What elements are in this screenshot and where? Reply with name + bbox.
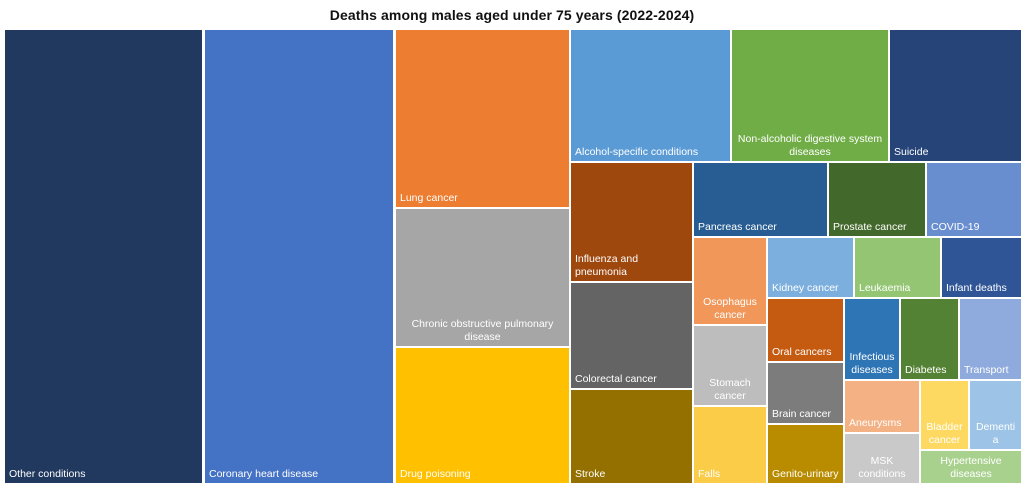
treemap-tile-drug-poisoning: Drug poisoning	[396, 348, 569, 483]
treemap-tile-label-copd: Chronic obstructive pulmonary disease	[411, 318, 554, 343]
treemap-tile-bladder-cancer: Bladder cancer	[921, 381, 968, 449]
treemap-tile-non-alcoholic-digestive: Non-alcoholic digestive system diseases	[732, 30, 888, 161]
treemap-tile-label-msk-conditions: MSK conditions	[858, 455, 906, 480]
treemap-tile-stomach-cancer: Stomach cancer	[694, 326, 766, 405]
treemap-tile-falls: Falls	[694, 407, 766, 483]
treemap-tile-label-stomach-cancer: Stomach cancer	[709, 377, 751, 402]
treemap-tile-copd: Chronic obstructive pulmonary disease	[396, 209, 569, 346]
treemap-tile-label-diabetes: Diabetes	[905, 363, 947, 376]
treemap-tile-label-alcohol-specific-conditions: Alcohol-specific conditions	[575, 145, 699, 158]
treemap-tile-transport: Transport	[960, 299, 1021, 379]
treemap-tile-label-kidney-cancer: Kidney cancer	[772, 281, 839, 294]
treemap-tile-colorectal-cancer: Colorectal cancer	[571, 283, 692, 388]
treemap-tile-label-colorectal-cancer: Colorectal cancer	[575, 372, 657, 385]
treemap-tile-aneurysms: Aneurysms	[845, 381, 919, 432]
treemap-tile-label-brain-cancer: Brain cancer	[772, 407, 831, 420]
treemap-tile-label-covid-19: COVID-19	[931, 220, 980, 233]
treemap-tile-genito-urinary: Genito-urinary	[768, 425, 843, 483]
treemap-tile-covid-19: COVID-19	[927, 163, 1021, 236]
treemap-tile-label-genito-urinary: Genito-urinary	[772, 467, 839, 480]
treemap-tile-label-hypertensive-diseases: Hypertensive diseases	[940, 455, 1002, 480]
treemap-tile-label-pancreas-cancer: Pancreas cancer	[698, 220, 777, 233]
treemap-tile-influenza-and-pneumonia: Influenza and pneumonia	[571, 163, 692, 281]
chart-title: Deaths among males aged under 75 years (…	[329, 7, 695, 23]
treemap-tile-label-dementia: Dementia	[975, 421, 1016, 446]
treemap-tile-brain-cancer: Brain cancer	[768, 363, 843, 423]
treemap-tile-label-osophagus-cancer: Osophagus cancer	[703, 296, 757, 321]
treemap-tile-label-oral-cancers: Oral cancers	[772, 345, 832, 358]
treemap-tile-label-lung-cancer: Lung cancer	[400, 191, 458, 204]
treemap-tile-leukaemia: Leukaemia	[855, 238, 940, 297]
treemap-tile-pancreas-cancer: Pancreas cancer	[694, 163, 827, 236]
treemap-tile-label-influenza-and-pneumonia: Influenza and pneumonia	[575, 253, 639, 278]
treemap-tile-suicide: Suicide	[890, 30, 1021, 161]
treemap-tile-label-leukaemia: Leukaemia	[859, 281, 911, 294]
treemap-tile-label-prostate-cancer: Prostate cancer	[833, 220, 907, 233]
treemap-tile-osophagus-cancer: Osophagus cancer	[694, 238, 766, 324]
treemap-tile-dementia: Dementia	[970, 381, 1021, 449]
treemap-tile-hypertensive-diseases: Hypertensive diseases	[921, 451, 1021, 483]
treemap-tile-label-infectious-diseases: Infectious diseases	[849, 351, 895, 376]
treemap-tile-stroke: Stroke	[571, 390, 692, 483]
treemap-tile-label-bladder-cancer: Bladder cancer	[926, 421, 963, 446]
treemap-tile-oral-cancers: Oral cancers	[768, 299, 843, 361]
treemap-tile-other-conditions: Other conditions	[5, 30, 202, 483]
treemap-tile-label-other-conditions: Other conditions	[9, 467, 86, 480]
treemap-tile-alcohol-specific-conditions: Alcohol-specific conditions	[571, 30, 730, 161]
treemap-tile-label-drug-poisoning: Drug poisoning	[400, 467, 471, 480]
treemap-tile-label-suicide: Suicide	[894, 145, 929, 158]
treemap-tile-infectious-diseases: Infectious diseases	[845, 299, 899, 379]
treemap-tile-label-falls: Falls	[698, 467, 721, 480]
treemap-tile-label-coronary-heart-disease: Coronary heart disease	[209, 467, 319, 480]
treemap-tile-coronary-heart-disease: Coronary heart disease	[205, 30, 393, 483]
treemap-tile-kidney-cancer: Kidney cancer	[768, 238, 853, 297]
treemap-tile-infant-deaths: Infant deaths	[942, 238, 1021, 297]
treemap-tile-lung-cancer: Lung cancer	[396, 30, 569, 207]
treemap-tile-prostate-cancer: Prostate cancer	[829, 163, 925, 236]
treemap-tile-label-non-alcoholic-digestive: Non-alcoholic digestive system diseases	[737, 133, 883, 158]
treemap-tile-diabetes: Diabetes	[901, 299, 958, 379]
treemap-tile-label-infant-deaths: Infant deaths	[946, 281, 1007, 294]
treemap-tile-msk-conditions: MSK conditions	[845, 434, 919, 483]
treemap-tile-label-aneurysms: Aneurysms	[849, 416, 902, 429]
treemap-tile-label-stroke: Stroke	[575, 467, 606, 480]
treemap-tile-label-transport: Transport	[964, 363, 1009, 376]
